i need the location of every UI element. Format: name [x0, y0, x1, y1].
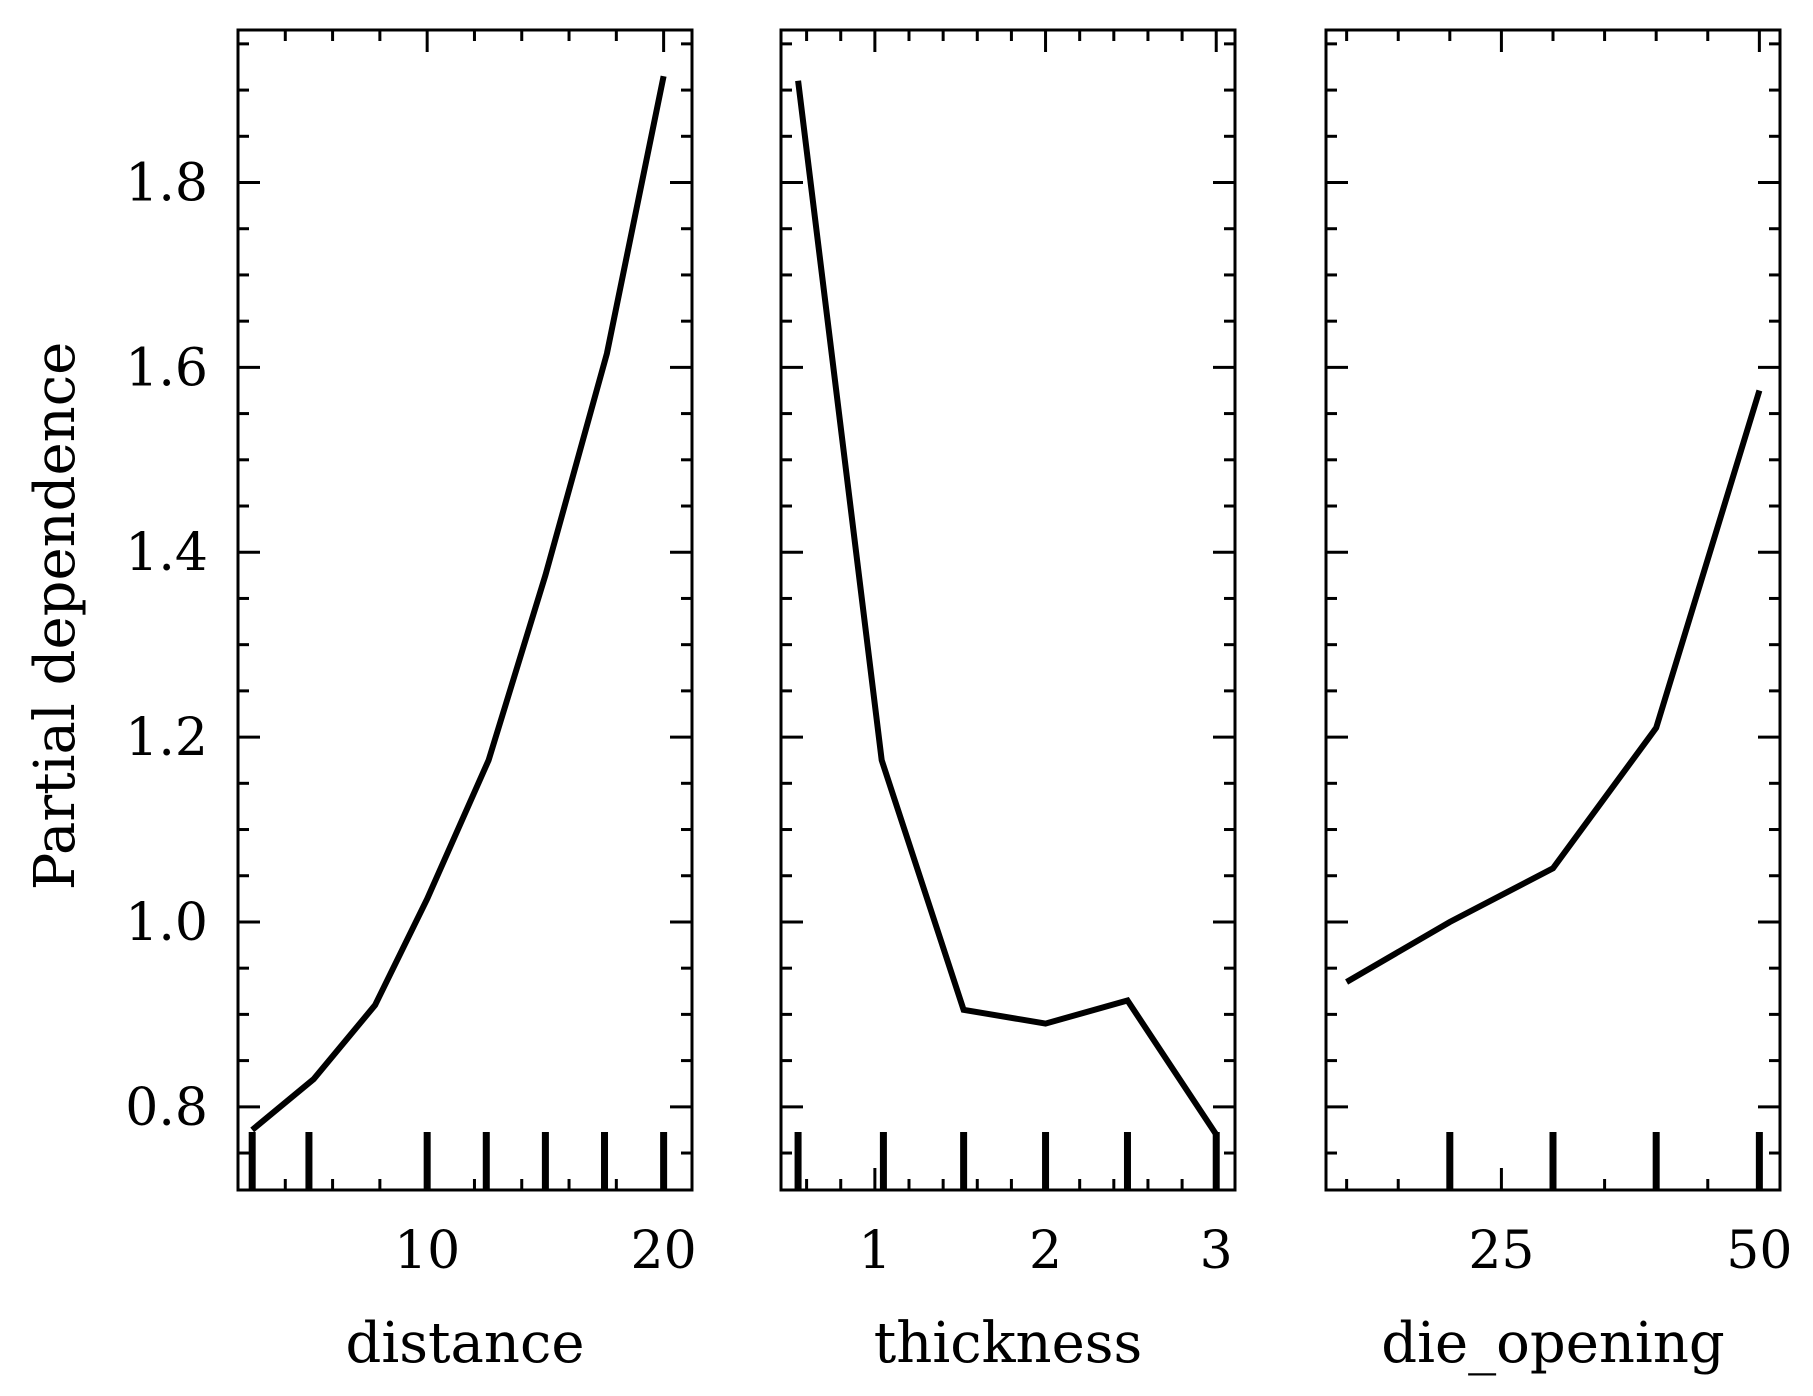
x-tick-label: 2 — [1029, 1221, 1062, 1281]
plot-frame — [236, 28, 694, 1192]
x-ticks — [1345, 30, 1761, 1190]
y-tick-label: 1.6 — [125, 338, 208, 398]
subplot-distance: 0.8 1.0 1.2 1.4 1.6 1.8 10 20 distance — [125, 28, 697, 1376]
decile-rug — [794, 1132, 1220, 1190]
subplot-thickness: 1 2 3 thickness — [779, 28, 1237, 1376]
y-tick-label: 0.8 — [125, 1078, 208, 1138]
y-ticks — [238, 42, 692, 1155]
plot-frame — [1324, 28, 1782, 1192]
y-tick-label: 1.8 — [125, 154, 208, 214]
x-ticks — [236, 30, 666, 1190]
x-ticks — [805, 30, 1218, 1190]
decile-rug — [1446, 1132, 1763, 1190]
x-tick-label: 3 — [1200, 1221, 1233, 1281]
y-ticks — [781, 42, 1235, 1155]
x-tick-label: 50 — [1726, 1221, 1792, 1281]
x-axis-title: die_opening — [1381, 1311, 1725, 1376]
x-axis-title: thickness — [874, 1311, 1142, 1376]
x-tick-label: 25 — [1468, 1221, 1534, 1281]
x-tick-label: 10 — [394, 1221, 460, 1281]
y-tick-label: 1.0 — [125, 893, 208, 953]
y-tick-label: 1.4 — [125, 523, 208, 583]
y-axis-title: Partial dependence — [23, 342, 88, 890]
series-line — [250, 75, 667, 1133]
y-ticks — [1326, 42, 1780, 1155]
plot-frame — [779, 28, 1237, 1192]
decile-rug — [248, 1132, 668, 1190]
subplot-panels: 0.8 1.0 1.2 1.4 1.6 1.8 10 20 distance 1 2 3 thickne… — [125, 28, 1792, 1376]
x-tick-label: 1 — [858, 1221, 891, 1281]
series-line — [795, 80, 1219, 1137]
x-axis-title: distance — [346, 1311, 585, 1376]
y-tick-label: 1.2 — [125, 708, 208, 768]
x-tick-label: 20 — [631, 1221, 697, 1281]
series-line — [1345, 389, 1763, 985]
